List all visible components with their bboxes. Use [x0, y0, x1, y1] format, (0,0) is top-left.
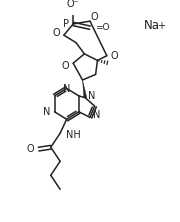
Text: N: N: [88, 91, 96, 101]
Text: O: O: [26, 144, 34, 154]
Text: N: N: [63, 84, 70, 94]
Text: O: O: [91, 12, 99, 22]
Text: NH: NH: [66, 130, 80, 140]
Text: N: N: [93, 110, 100, 120]
Text: O: O: [111, 51, 118, 61]
Polygon shape: [82, 80, 87, 98]
Text: O⁻: O⁻: [67, 0, 80, 9]
Text: Na: Na: [144, 19, 160, 32]
Text: P: P: [62, 19, 69, 29]
Text: =O: =O: [95, 23, 109, 32]
Text: O: O: [53, 28, 60, 38]
Text: +: +: [157, 22, 165, 32]
Text: O: O: [62, 61, 69, 71]
Text: N: N: [43, 107, 51, 117]
